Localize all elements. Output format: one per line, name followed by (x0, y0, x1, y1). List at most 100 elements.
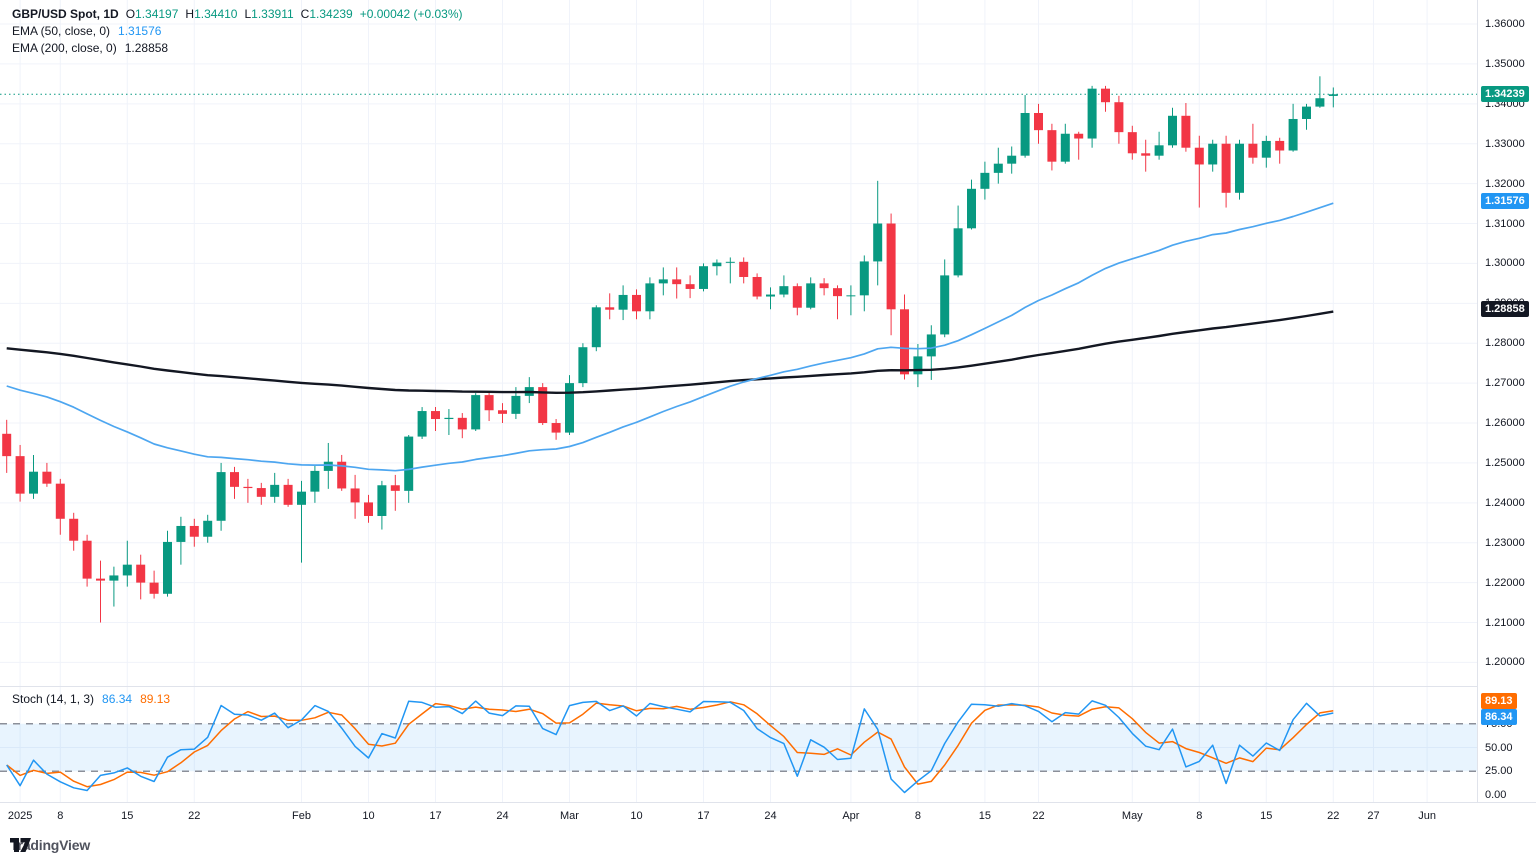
candle[interactable] (618, 285, 628, 321)
candle[interactable] (792, 283, 802, 316)
candle[interactable] (766, 287, 775, 310)
candle[interactable] (15, 444, 25, 502)
candle[interactable] (672, 267, 682, 299)
candle[interactable] (1328, 87, 1338, 108)
candle[interactable] (176, 516, 186, 565)
symbol-legend-row[interactable]: GBP/USD Spot, 1D O1.34197 H1.34410 L1.33911… (12, 6, 462, 23)
price-pane-svg[interactable] (0, 0, 1477, 687)
candle[interactable] (256, 482, 266, 505)
candle[interactable] (1074, 131, 1084, 160)
candle[interactable] (859, 255, 869, 312)
candle[interactable] (699, 263, 708, 292)
candle[interactable] (1047, 123, 1057, 171)
candle[interactable] (337, 454, 347, 491)
candle[interactable] (1302, 103, 1311, 130)
stoch-legend-row[interactable]: Stoch (14, 1, 3) 86.34 89.13 (12, 692, 170, 706)
candle[interactable] (1221, 135, 1231, 208)
candle[interactable] (444, 409, 454, 435)
candle[interactable] (1261, 135, 1271, 168)
pane-divider[interactable] (0, 686, 1477, 687)
candle[interactable] (1060, 123, 1070, 164)
ema200-legend-row[interactable]: EMA (200, close, 0) 1.28858 (12, 40, 462, 57)
candle[interactable] (163, 530, 172, 597)
candle[interactable] (1168, 107, 1177, 148)
candle[interactable] (230, 466, 239, 499)
candle[interactable] (149, 570, 159, 599)
ema50-line[interactable] (6, 202, 1334, 472)
candle[interactable] (1248, 123, 1258, 164)
candle[interactable] (377, 480, 387, 530)
candle[interactable] (457, 413, 467, 439)
candle[interactable] (1181, 103, 1191, 152)
candle[interactable] (310, 464, 320, 503)
candle[interactable] (1154, 131, 1164, 160)
stoch-k-line[interactable] (6, 700, 1334, 794)
candle[interactable] (136, 554, 146, 600)
candle[interactable] (1275, 137, 1285, 164)
candle[interactable] (1315, 76, 1325, 108)
candle[interactable] (739, 257, 749, 284)
time-axis[interactable]: 2025 8 15 22 Feb 10 17 24 Mar 10 17 24 Apr 8 15 22 May 8 1… (0, 803, 1536, 832)
candle[interactable] (846, 285, 856, 316)
candle[interactable] (605, 293, 615, 320)
candle[interactable] (243, 478, 253, 503)
candle[interactable] (29, 454, 38, 499)
tradingview-logo[interactable]: TradingView (10, 837, 90, 853)
candle[interactable] (471, 393, 481, 431)
candle[interactable] (886, 213, 896, 336)
candle[interactable] (1020, 95, 1030, 158)
candle[interactable] (2, 419, 12, 473)
candle[interactable] (940, 259, 950, 338)
candle[interactable] (1087, 85, 1097, 148)
candle[interactable] (779, 275, 789, 298)
candle[interactable] (283, 478, 293, 507)
candle[interactable] (913, 344, 923, 388)
candle[interactable] (1127, 125, 1137, 160)
candle[interactable] (69, 512, 79, 551)
stoch-pane-svg[interactable] (0, 687, 1477, 802)
candle[interactable] (1141, 139, 1151, 172)
ema200-line[interactable] (6, 310, 1334, 394)
candle[interactable] (203, 514, 213, 543)
candle[interactable] (578, 343, 588, 388)
candle[interactable] (712, 259, 722, 276)
candle[interactable] (417, 407, 427, 439)
candle[interactable] (538, 383, 548, 426)
candle[interactable] (1114, 95, 1124, 144)
candle[interactable] (297, 480, 306, 563)
candle[interactable] (484, 391, 494, 422)
candle[interactable] (109, 566, 119, 607)
candle[interactable] (350, 474, 360, 519)
candle[interactable] (1034, 103, 1043, 144)
candle[interactable] (390, 474, 400, 511)
candle[interactable] (431, 407, 440, 431)
candle[interactable] (967, 179, 976, 230)
candle[interactable] (645, 277, 655, 320)
candle[interactable] (900, 294, 909, 380)
candle[interactable] (216, 462, 226, 531)
candle[interactable] (591, 305, 601, 352)
candle[interactable] (819, 278, 829, 296)
candle[interactable] (833, 285, 842, 320)
price-axis[interactable]: 1.36000 1.35000 1.34000 1.33000 1.32000 1.310… (1477, 0, 1536, 802)
candle[interactable] (1208, 139, 1218, 172)
candle[interactable] (658, 267, 668, 296)
candle[interactable] (1288, 103, 1298, 152)
candle[interactable] (122, 540, 132, 587)
candle[interactable] (55, 478, 65, 535)
candle[interactable] (551, 419, 561, 440)
candle[interactable] (498, 403, 507, 424)
candle[interactable] (524, 377, 534, 404)
candle[interactable] (1101, 85, 1110, 112)
candle[interactable] (632, 289, 641, 320)
candle[interactable] (1235, 139, 1244, 200)
candle[interactable] (806, 277, 816, 310)
candle[interactable] (364, 494, 373, 523)
candle[interactable] (953, 205, 963, 278)
candle[interactable] (1007, 146, 1017, 174)
candle[interactable] (270, 472, 280, 503)
candle[interactable] (993, 147, 1003, 184)
candle[interactable] (725, 257, 735, 284)
candle[interactable] (685, 275, 695, 299)
candle[interactable] (565, 375, 574, 435)
